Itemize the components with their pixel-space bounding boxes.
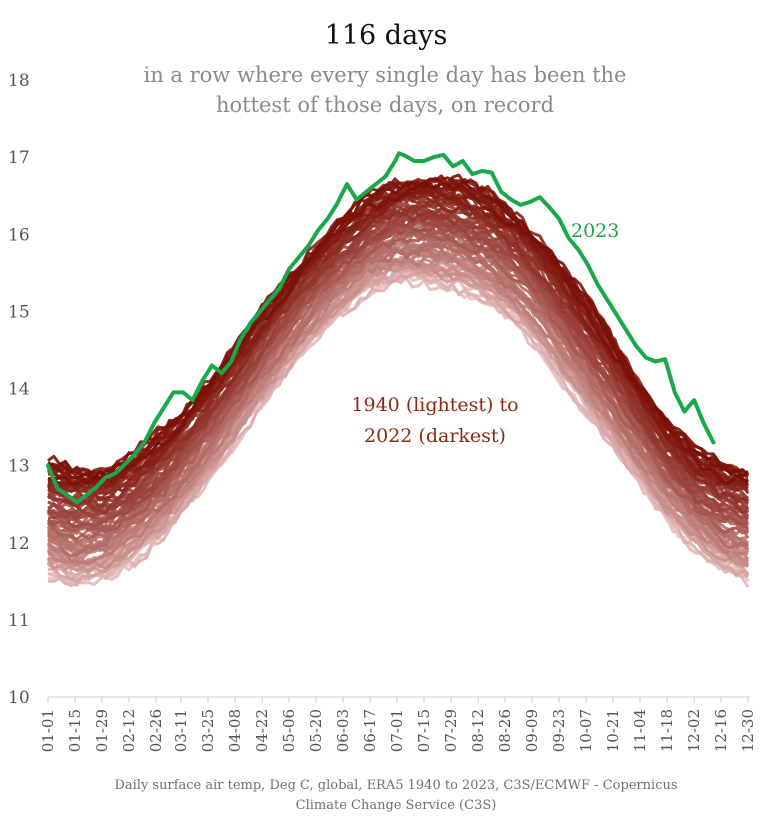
historic-year-line — [47, 173, 749, 481]
historic-year-line — [46, 217, 750, 527]
source-note: Daily surface air temp, Deg C, global, E… — [114, 778, 678, 813]
historic-year-line — [46, 252, 750, 566]
x-tick-label: 09-23 — [550, 709, 568, 752]
x-tick-label: 02-26 — [147, 709, 165, 752]
x-tick-label: 05-06 — [280, 709, 298, 752]
x-tick-label: 07-01 — [388, 709, 406, 752]
y-tick-label: 15 — [8, 302, 30, 322]
historic-year-line — [46, 230, 749, 541]
x-tick-label: 11-04 — [631, 709, 649, 752]
x-tick-label: 06-17 — [361, 709, 379, 752]
x-tick-label: 03-25 — [199, 709, 217, 752]
historic-range-label-line2: 2022 (darkest) — [364, 425, 506, 447]
x-tick-label: 08-26 — [496, 709, 514, 752]
x-tick-label: 01-29 — [93, 709, 111, 752]
x-tick-label: 09-09 — [523, 709, 541, 752]
y-tick-label: 17 — [8, 148, 30, 168]
historic-range-label-line1: 1940 (lightest) to — [351, 394, 519, 416]
x-tick-label: 01-15 — [66, 709, 84, 752]
historic-range-label: 1940 (lightest) to 2022 (darkest) — [330, 390, 540, 452]
x-tick-label: 07-15 — [415, 709, 433, 752]
x-tick-label: 10-07 — [577, 709, 595, 752]
x-tick-label: 12-30 — [739, 709, 757, 752]
x-tick-label: 10-21 — [604, 709, 622, 752]
y-tick-label: 14 — [8, 380, 30, 400]
series-label-2023: 2023 — [571, 220, 620, 242]
x-tick-label: 03-11 — [172, 709, 190, 752]
x-tick-label: 07-29 — [442, 709, 460, 752]
x-tick-label: 08-12 — [469, 709, 487, 752]
historic-year-line — [47, 243, 749, 557]
chart-title: 116 days — [324, 20, 448, 51]
x-tick-label: 02-12 — [120, 709, 138, 752]
y-tick-label: 12 — [8, 534, 30, 554]
historic-year-line — [47, 271, 749, 587]
y-tick-label: 16 — [8, 225, 30, 245]
x-tick-label: 04-22 — [253, 709, 271, 752]
chart-subtitle: in a row where every single day has been… — [143, 63, 627, 117]
x-tick-label: 12-16 — [712, 709, 730, 752]
x-tick-label: 01-01 — [39, 709, 57, 752]
historic-year-line — [47, 270, 750, 584]
y-tick-label: 11 — [8, 611, 30, 631]
series-line-2023 — [46, 151, 716, 505]
x-tick-label: 11-18 — [658, 709, 676, 752]
y-tick-label: 13 — [8, 457, 30, 477]
y-tick-label: 18 — [8, 71, 30, 91]
x-tick-label: 06-03 — [334, 709, 352, 752]
y-tick-label: 10 — [8, 688, 30, 708]
x-tick-label: 05-20 — [307, 709, 325, 752]
x-tick-label: 12-02 — [685, 709, 703, 752]
x-tick-label: 04-08 — [226, 709, 244, 752]
